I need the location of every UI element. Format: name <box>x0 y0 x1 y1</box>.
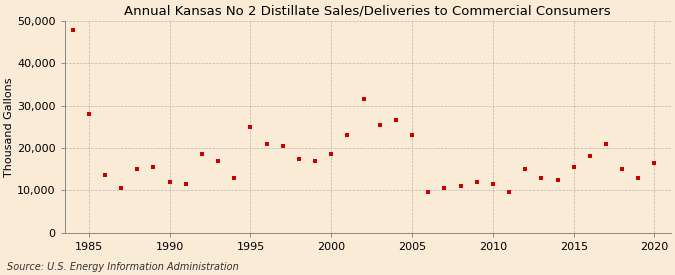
Point <box>310 158 321 163</box>
Point <box>617 167 628 171</box>
Point <box>68 28 78 32</box>
Point <box>585 154 595 159</box>
Point <box>601 142 612 146</box>
Point <box>277 144 288 148</box>
Point <box>261 142 272 146</box>
Point <box>552 177 563 182</box>
Point <box>504 190 514 195</box>
Point <box>633 175 644 180</box>
Point <box>520 167 531 171</box>
Point <box>471 180 482 184</box>
Point <box>213 158 223 163</box>
Point <box>568 165 579 169</box>
Point <box>375 123 385 127</box>
Point <box>326 152 337 156</box>
Point <box>229 175 240 180</box>
Point <box>100 173 111 178</box>
Point <box>294 156 304 161</box>
Point <box>132 167 142 171</box>
Point <box>116 186 127 190</box>
Point <box>406 133 417 138</box>
Point <box>455 184 466 188</box>
Point <box>423 190 433 195</box>
Point <box>649 161 660 165</box>
Point <box>245 125 256 129</box>
Point <box>84 112 95 116</box>
Title: Annual Kansas No 2 Distillate Sales/Deliveries to Commercial Consumers: Annual Kansas No 2 Distillate Sales/Deli… <box>124 4 611 17</box>
Point <box>391 118 402 123</box>
Y-axis label: Thousand Gallons: Thousand Gallons <box>4 77 14 177</box>
Text: Source: U.S. Energy Information Administration: Source: U.S. Energy Information Administ… <box>7 262 238 272</box>
Point <box>439 186 450 190</box>
Point <box>342 133 353 138</box>
Point <box>358 97 369 101</box>
Point <box>196 152 207 156</box>
Point <box>487 182 498 186</box>
Point <box>180 182 191 186</box>
Point <box>164 180 175 184</box>
Point <box>536 175 547 180</box>
Point <box>148 165 159 169</box>
